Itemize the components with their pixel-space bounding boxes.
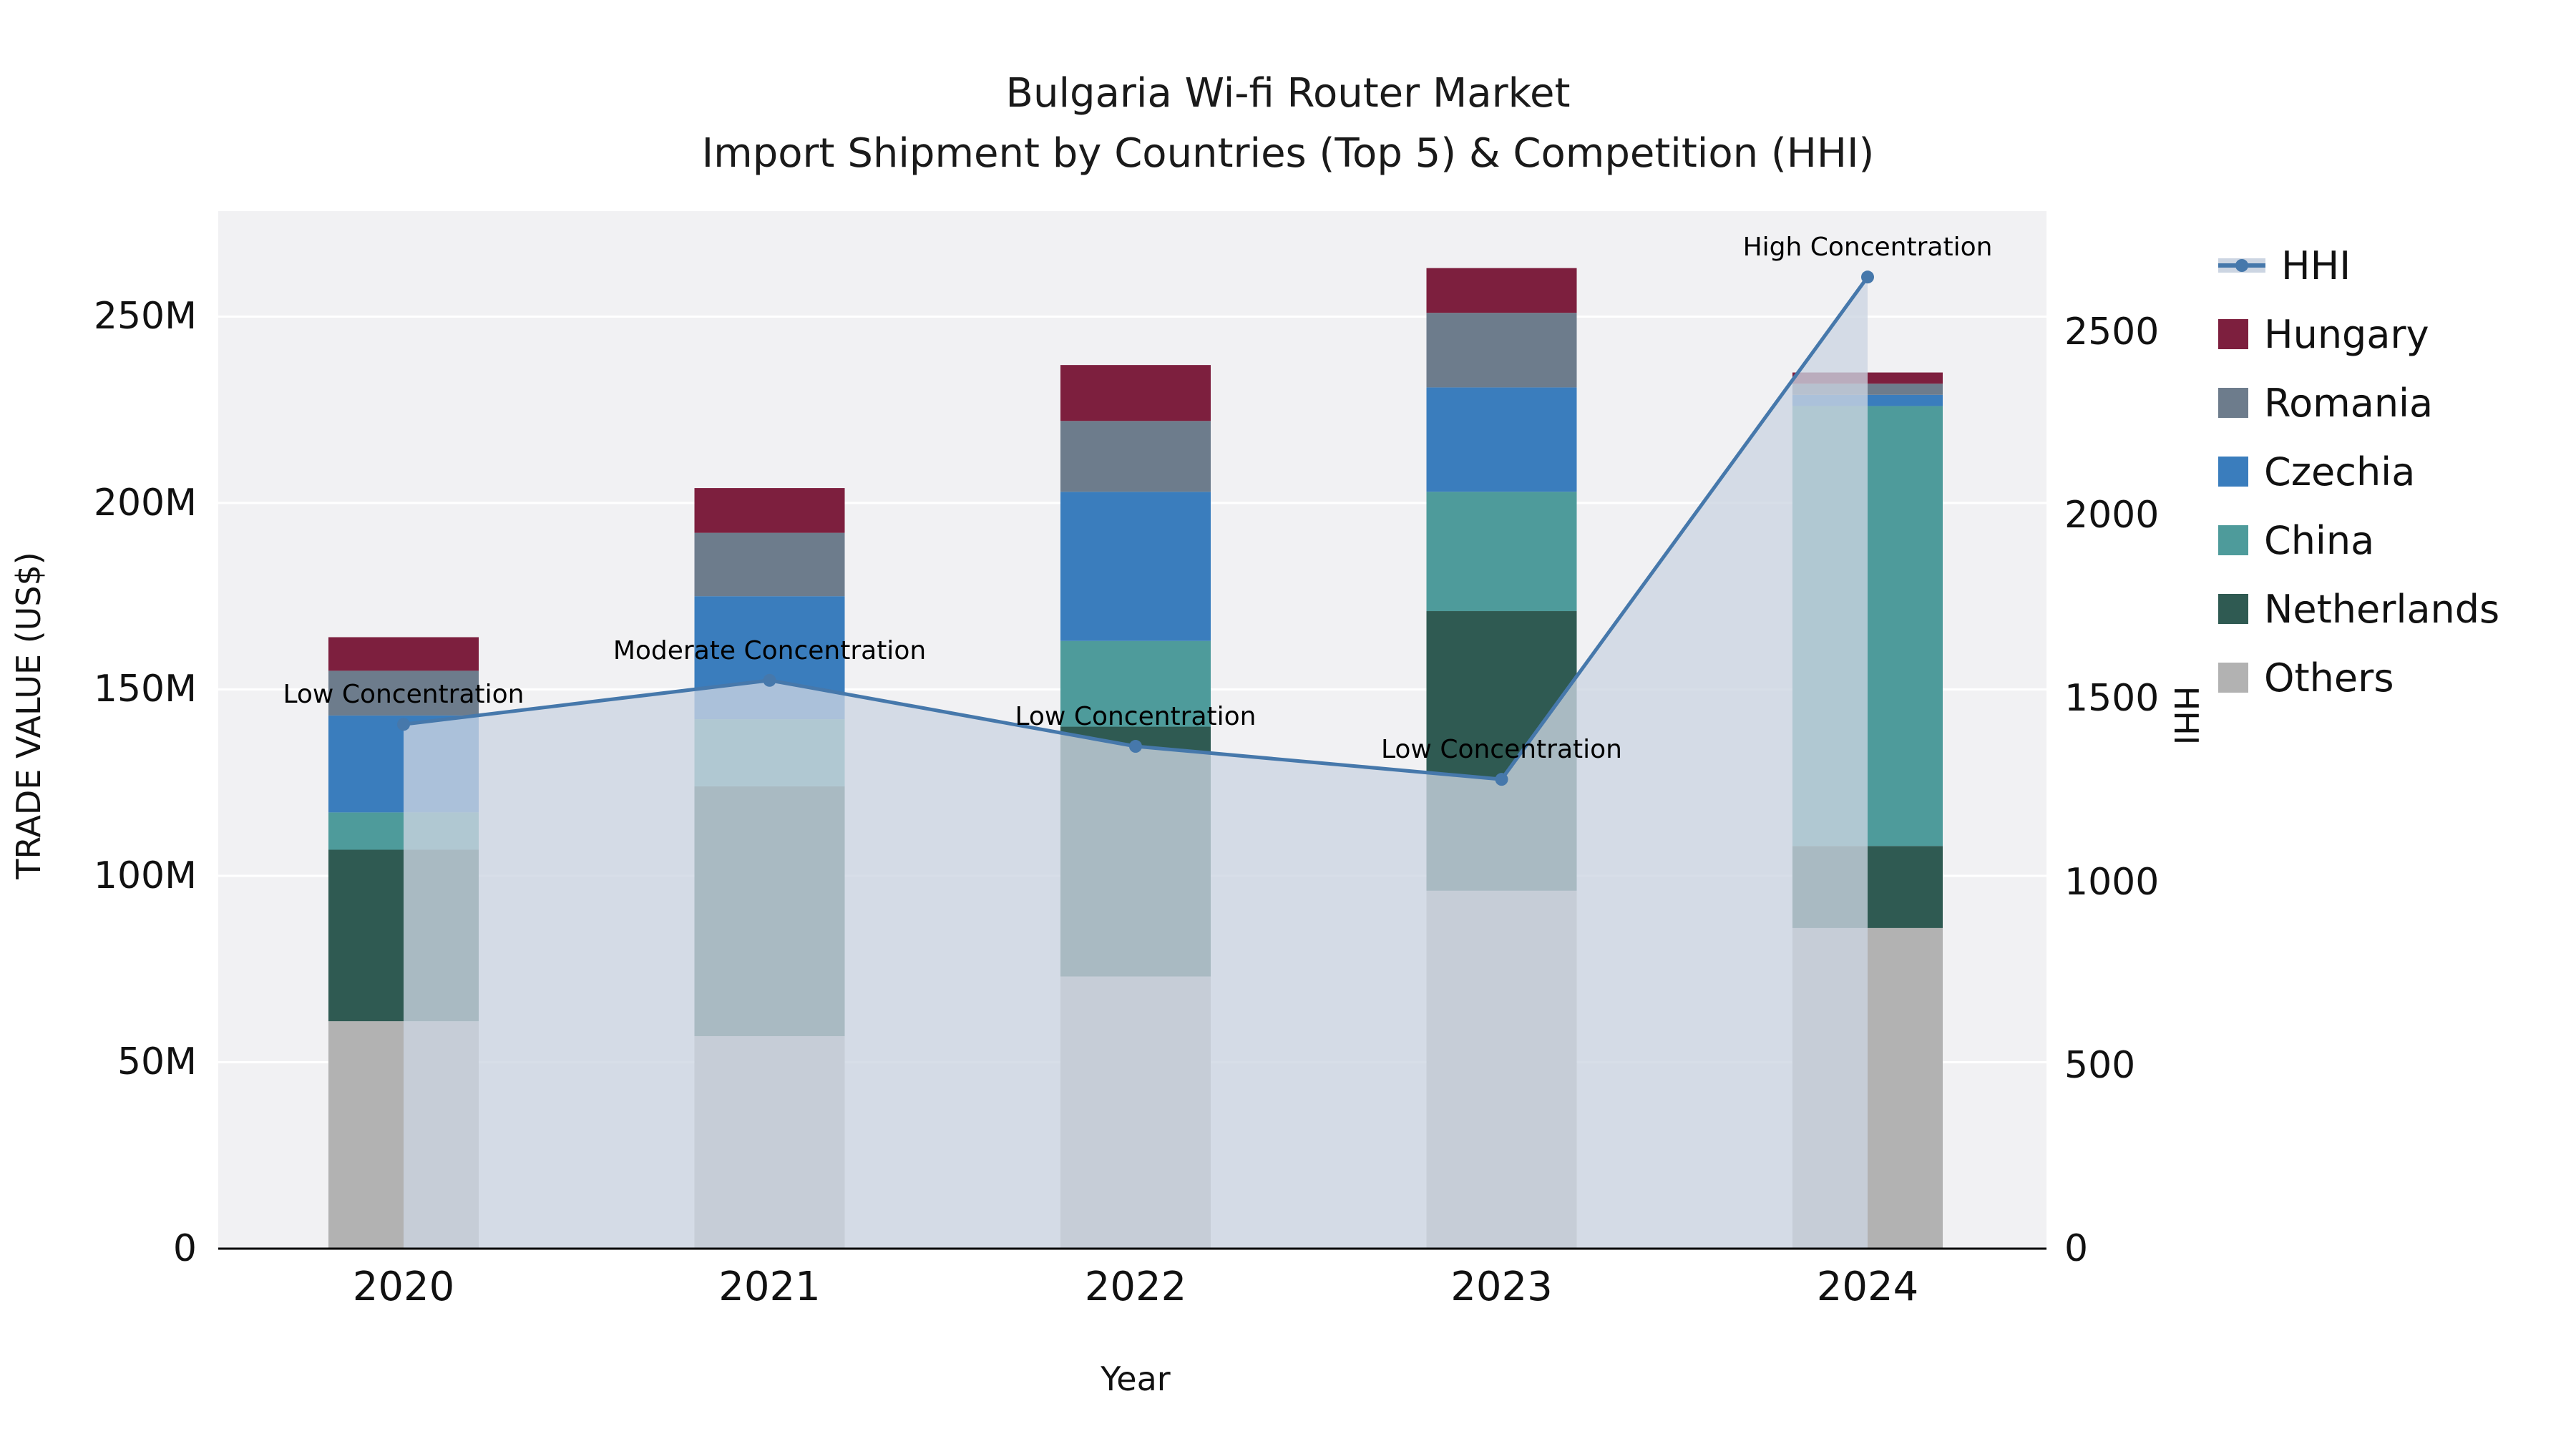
- hhi-marker-2023: [1495, 773, 1508, 786]
- legend-item-netherlands: Netherlands: [2218, 575, 2499, 643]
- x-tick-label: 2020: [352, 1264, 455, 1310]
- hhi-line-icon-dot: [2235, 259, 2248, 272]
- bar-czechia-2023: [1426, 387, 1577, 492]
- hhi-marker-2024: [1861, 270, 1874, 284]
- bar-china-2023: [1426, 492, 1577, 612]
- y-right-tick-label: 2500: [2064, 311, 2160, 353]
- bar-romania-2023: [1426, 313, 1577, 388]
- y-left-tick-label: 100M: [93, 854, 197, 897]
- bar-romania-2021: [694, 532, 845, 597]
- annotation-2021: Moderate Concentration: [613, 635, 927, 665]
- legend-label-hungary: Hungary: [2264, 311, 2429, 357]
- x-tick-label: 2023: [1450, 1264, 1553, 1310]
- y-right-tick-label: 500: [2064, 1043, 2136, 1087]
- hhi-area: [404, 277, 1868, 1249]
- legend-swatch-czechia: [2218, 457, 2248, 487]
- y-right-tick-label: 0: [2064, 1227, 2089, 1270]
- legend-swatch-others: [2218, 663, 2248, 693]
- y-left-tick-label: 250M: [93, 295, 197, 338]
- legend-label-china: China: [2264, 517, 2375, 563]
- y-right-tick-label: 1500: [2064, 677, 2160, 721]
- annotation-2022: Low Concentration: [1015, 702, 1257, 731]
- chart-title-line1: Bulgaria Wi-fi Router Market: [1005, 70, 1571, 117]
- bar-hungary-2021: [694, 488, 845, 533]
- y-left-tick-label: 200M: [93, 481, 197, 525]
- x-axis-label: Year: [1101, 1360, 1171, 1398]
- y-left-tick-label: 50M: [117, 1040, 197, 1084]
- legend-swatch-netherlands: [2218, 594, 2248, 624]
- annotation-2024: High Concentration: [1742, 233, 1993, 263]
- y-left-tick-label: 150M: [93, 668, 197, 711]
- bar-hungary-2020: [328, 637, 479, 671]
- y-right-tick-label: 1000: [2064, 860, 2160, 904]
- legend-item-hhi: HHI: [2218, 231, 2499, 300]
- hhi-marker-2021: [763, 673, 776, 687]
- legend-item-others: Others: [2218, 643, 2499, 712]
- hhi-line-icon: [2218, 257, 2265, 274]
- legend-item-romania: Romania: [2218, 369, 2499, 437]
- bar-czechia-2022: [1060, 492, 1211, 641]
- y-left-tick-label: 0: [172, 1227, 197, 1270]
- legend-item-czechia: Czechia: [2218, 437, 2499, 506]
- hhi-marker-2020: [397, 718, 410, 731]
- legend-label-netherlands: Netherlands: [2264, 586, 2500, 632]
- legend-label-czechia: Czechia: [2264, 449, 2416, 494]
- legend-item-hungary: Hungary: [2218, 300, 2499, 369]
- y-left-axis-label: TRADE VALUE (US$): [9, 552, 48, 879]
- bar-hungary-2022: [1060, 365, 1211, 421]
- annotation-2020: Low Concentration: [283, 680, 525, 710]
- x-tick-label: 2022: [1084, 1264, 1187, 1310]
- x-tick-label: 2021: [718, 1264, 821, 1310]
- legend-label-others: Others: [2264, 655, 2394, 701]
- annotation-2023: Low Concentration: [1380, 735, 1622, 765]
- bar-romania-2022: [1060, 421, 1211, 492]
- hhi-marker-2022: [1129, 740, 1142, 753]
- legend-swatch-romania: [2218, 388, 2248, 418]
- bar-romania-2020: [328, 670, 479, 716]
- x-tick-label: 2024: [1816, 1264, 1919, 1310]
- y-right-tick-label: 2000: [2064, 494, 2160, 537]
- legend-swatch-china: [2218, 525, 2248, 555]
- chart-title-line2: Import Shipment by Countries (Top 5) & C…: [701, 130, 1875, 177]
- legend-swatch-hungary: [2218, 319, 2248, 349]
- legend-item-china: China: [2218, 506, 2499, 575]
- legend-label-hhi: HHI: [2281, 243, 2351, 288]
- legend-label-romania: Romania: [2264, 380, 2434, 426]
- bar-hungary-2023: [1426, 268, 1577, 313]
- bar-china-2022: [1060, 640, 1211, 727]
- legend: HHI Hungary Romania Czechia China Netherlands…: [2218, 231, 2499, 712]
